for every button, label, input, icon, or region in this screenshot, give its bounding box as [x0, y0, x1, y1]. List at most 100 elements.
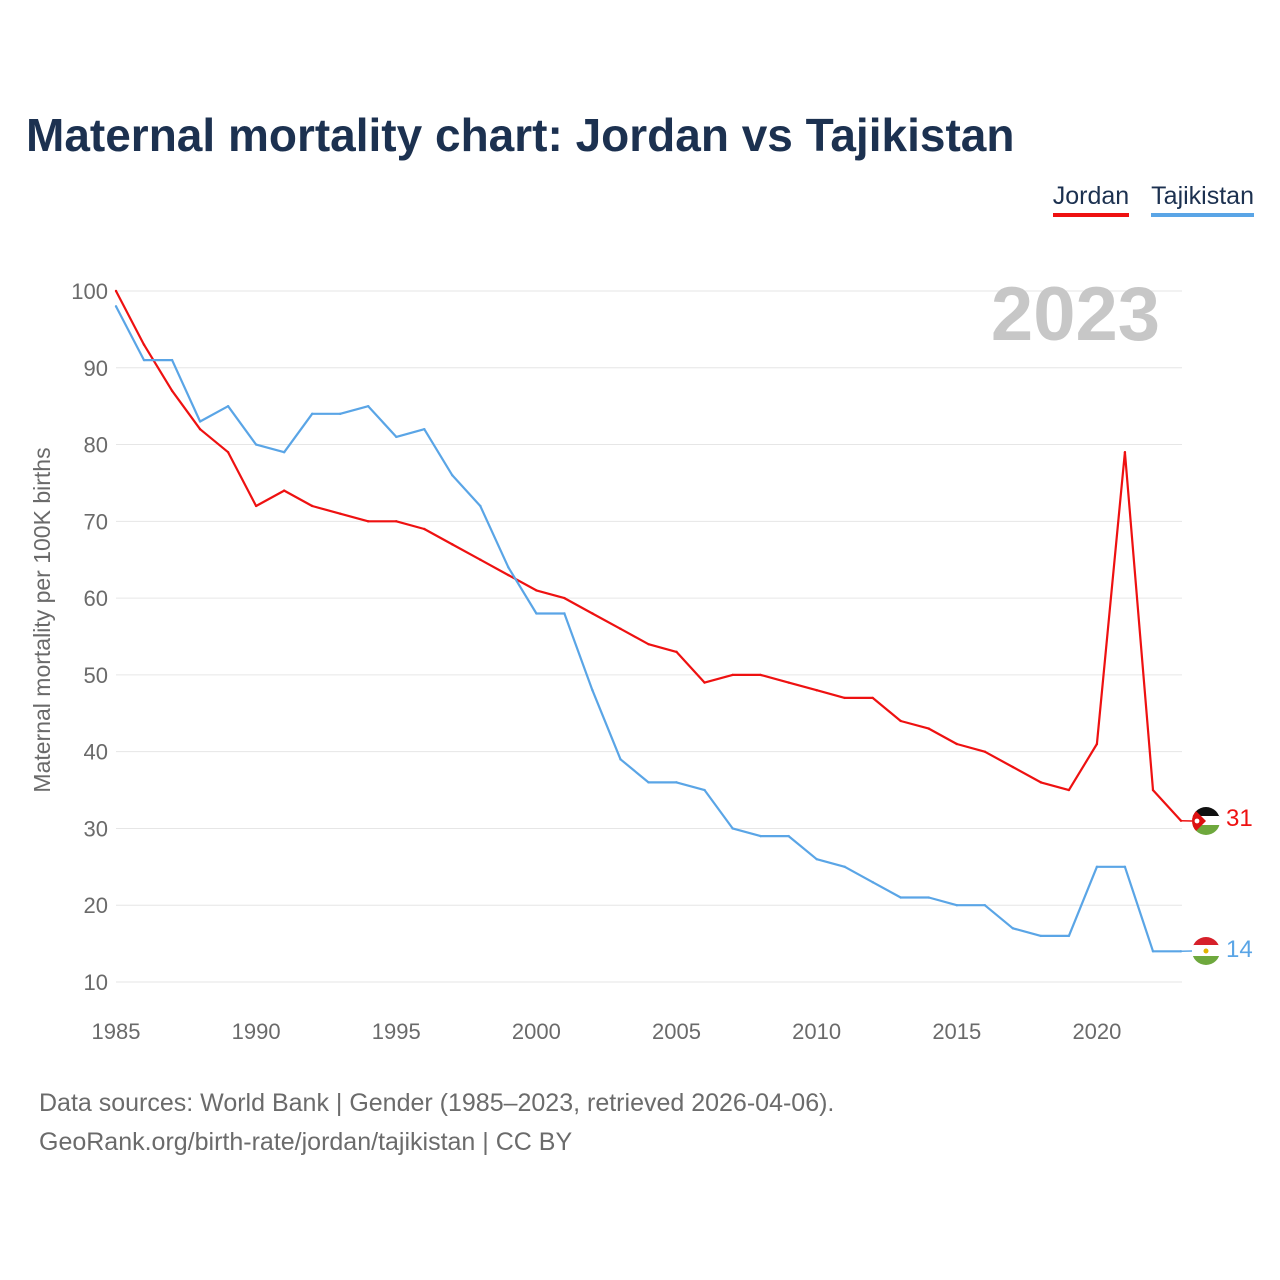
data-point-tajikistan: [955, 904, 958, 907]
data-point-jordan: [1151, 788, 1155, 792]
x-tick-label: 2005: [652, 1019, 701, 1044]
data-point-jordan: [226, 451, 230, 454]
y-axis-label: Maternal mortality per 100K births: [29, 447, 55, 792]
x-tick-label: 2000: [512, 1019, 561, 1044]
data-point-tajikistan: [226, 404, 230, 408]
data-point-jordan: [507, 573, 510, 577]
footer: Data sources: World Bank | Gender (1985–…: [39, 1084, 834, 1162]
data-point-jordan: [619, 627, 622, 631]
data-point-jordan: [479, 558, 482, 561]
y-tick-label: 100: [71, 279, 108, 304]
data-point-tajikistan: [339, 412, 342, 416]
data-point-tajikistan: [479, 504, 482, 508]
legend-item-jordan[interactable]: Jordan: [1052, 182, 1130, 217]
data-point-tajikistan: [198, 420, 202, 423]
data-point-jordan: [591, 612, 594, 615]
data-point-jordan: [675, 650, 678, 654]
data-point-tajikistan: [731, 827, 734, 830]
data-point-tajikistan: [619, 758, 622, 761]
data-point-jordan: [451, 543, 454, 546]
data-point-tajikistan: [1151, 950, 1155, 953]
data-point-jordan: [759, 673, 762, 677]
data-point-tajikistan: [759, 834, 762, 838]
data-point-tajikistan: [1067, 934, 1071, 938]
y-tick-label: 70: [84, 509, 108, 534]
data-point-tajikistan: [787, 834, 790, 838]
data-point-jordan: [815, 689, 818, 692]
y-tick-label: 10: [84, 970, 108, 995]
data-point-jordan: [114, 289, 118, 293]
data-point-tajikistan: [675, 781, 678, 784]
data-point-jordan: [395, 520, 398, 523]
y-tick-label: 20: [84, 893, 108, 918]
x-tick-label: 2015: [932, 1019, 981, 1044]
data-point-jordan: [871, 696, 874, 700]
data-point-jordan: [310, 504, 314, 508]
data-point-jordan: [339, 512, 342, 515]
data-point-jordan: [927, 727, 930, 730]
year-watermark: 2023: [991, 272, 1160, 357]
x-tick-label: 1995: [372, 1019, 421, 1044]
x-tick-label: 2020: [1072, 1019, 1121, 1044]
data-point-tajikistan: [170, 358, 174, 362]
tajikistan-flag-icon: [1192, 937, 1220, 965]
data-point-jordan: [899, 719, 902, 723]
data-point-tajikistan: [310, 412, 314, 416]
y-tick-label: 90: [84, 356, 108, 381]
data-point-tajikistan: [451, 474, 454, 477]
data-point-jordan: [1123, 451, 1127, 454]
chart-title: Maternal mortality chart: Jordan vs Taji…: [26, 109, 1015, 161]
data-point-jordan: [1095, 742, 1099, 746]
y-tick-label: 40: [84, 740, 108, 765]
data-point-tajikistan: [367, 404, 370, 408]
data-point-jordan: [282, 489, 286, 492]
data-point-tajikistan: [871, 880, 874, 884]
data-point-jordan: [983, 750, 987, 753]
data-point-jordan: [367, 520, 370, 523]
data-point-jordan: [563, 596, 566, 600]
data-point-tajikistan: [1039, 934, 1043, 938]
data-point-jordan: [1067, 788, 1071, 792]
data-point-jordan: [703, 681, 706, 684]
data-point-tajikistan: [1011, 927, 1015, 930]
y-tick-label: 50: [84, 663, 108, 688]
data-point-tajikistan: [142, 358, 146, 362]
y-tick-label: 30: [84, 816, 108, 841]
data-point-tajikistan: [282, 451, 286, 454]
legend-item-tajikistan[interactable]: Tajikistan: [1151, 182, 1254, 217]
data-point-tajikistan: [423, 428, 426, 431]
data-point-tajikistan: [703, 788, 706, 792]
jordan-flag-icon: [1192, 807, 1220, 835]
data-point-tajikistan: [1095, 865, 1099, 869]
legend: Jordan Tajikistan: [1052, 182, 1254, 217]
data-point-jordan: [198, 428, 202, 431]
series-line-jordan: [115, 290, 1182, 822]
y-tick-label: 80: [84, 433, 108, 458]
data-point-jordan: [170, 389, 174, 393]
data-point-jordan: [254, 504, 258, 508]
data-point-tajikistan: [535, 612, 538, 615]
x-tick-label: 1990: [232, 1019, 281, 1044]
data-point-tajikistan: [563, 612, 566, 615]
x-tick-label: 2010: [792, 1019, 841, 1044]
data-point-tajikistan: [815, 857, 818, 861]
data-source-text: Data sources: World Bank | Gender (1985–…: [39, 1089, 835, 1117]
data-point-jordan: [142, 343, 146, 346]
x-tick-label: 1985: [92, 1019, 141, 1044]
data-point-tajikistan: [395, 435, 398, 439]
data-point-jordan: [535, 589, 538, 592]
y-tick-label: 60: [84, 586, 108, 611]
data-point-tajikistan: [647, 781, 650, 784]
data-point-tajikistan: [254, 443, 258, 446]
source-link[interactable]: GeoRank.org/birth-rate/jordan/tajikistan…: [39, 1128, 573, 1156]
data-point-jordan: [955, 742, 958, 746]
data-point-tajikistan: [843, 865, 846, 869]
data-point-tajikistan: [114, 305, 118, 308]
data-point-jordan: [843, 696, 846, 700]
data-point-jordan: [731, 673, 734, 677]
data-point-tajikistan: [927, 896, 930, 899]
tajikistan-end-value: 14: [1226, 936, 1253, 963]
data-point-jordan: [647, 642, 650, 646]
data-point-jordan: [1011, 765, 1015, 769]
